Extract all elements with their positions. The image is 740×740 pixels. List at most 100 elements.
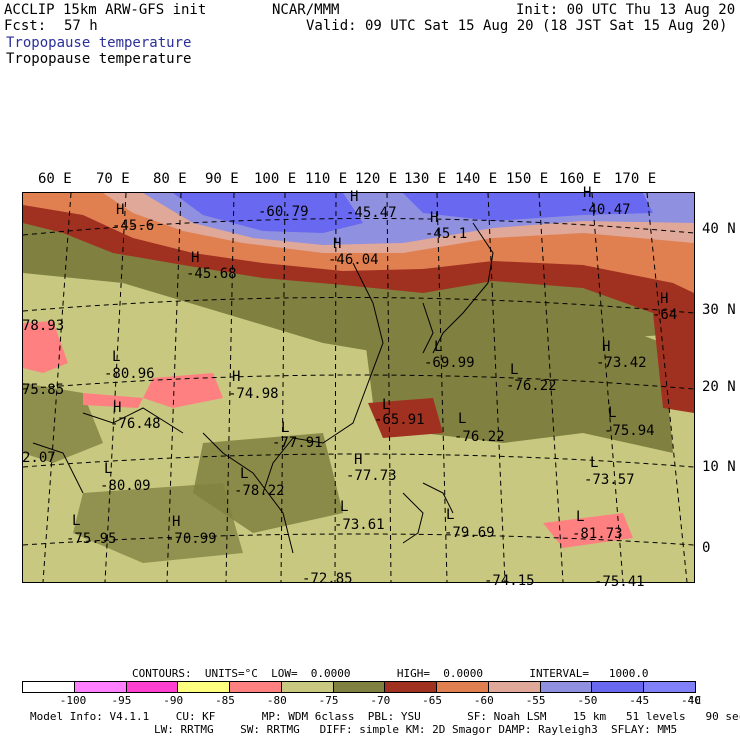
extremum-value: 75.85: [22, 382, 65, 398]
extremum-letter: L: [446, 507, 455, 523]
extremum-letter: L: [458, 411, 467, 427]
filled-field-name: Tropopause temperature: [6, 35, 192, 51]
map-canvas: [22, 192, 695, 583]
colorbar-swatch: [177, 681, 231, 693]
contour-info: CONTOURS: UNITS=°C LOW= 0.0000 HIGH= 0.0…: [132, 667, 649, 680]
lon-label: 110 E: [305, 171, 348, 187]
model-title: ACCLIP 15km ARW-GFS init: [4, 2, 207, 18]
extremum-value: -73.61: [334, 517, 385, 533]
tropopause-temperature-map: [22, 192, 695, 583]
lon-label: 170 E: [614, 171, 657, 187]
extremum-value: -77.91: [272, 435, 323, 451]
extremum-letter: H: [430, 210, 439, 226]
extremum-value: -69.99: [424, 355, 475, 371]
extremum-letter: H: [116, 202, 125, 218]
extremum-value: -74.98: [228, 386, 279, 402]
extremum-value: -72.85: [302, 571, 353, 587]
center-name: NCAR/MMM: [272, 2, 340, 18]
extremum-value: -75.94: [604, 423, 655, 439]
extremum-value: -65.91: [374, 412, 425, 428]
lon-label: 140 E: [455, 171, 498, 187]
extremum-letter: H: [602, 339, 611, 355]
extremum-letter: L: [382, 397, 391, 413]
lon-label: 90 E: [205, 171, 239, 187]
colorbar-swatch: [487, 681, 541, 693]
colorbar-swatch: [643, 681, 696, 693]
extremum-value: -78.22: [234, 483, 285, 499]
colorbar-swatch: [280, 681, 334, 693]
field-band: [23, 321, 68, 373]
extremum-letter: L: [281, 420, 290, 436]
extremum-value: -73.57: [584, 472, 635, 488]
extremum-value: -45.68: [186, 266, 237, 282]
extremum-letter: L: [72, 513, 81, 529]
lat-label: 20 N: [702, 379, 736, 395]
extremum-letter: L: [608, 405, 617, 421]
extremum-value: -45.6: [112, 218, 155, 234]
extremum-letter: L: [434, 339, 443, 355]
extremum-letter: H: [113, 400, 122, 416]
lon-label: 60 E: [38, 171, 72, 187]
colorbar-swatch: [384, 681, 438, 693]
extremum-value: -77.73: [346, 468, 397, 484]
init-time: Init: 00 UTC Thu 13 Aug 20: [516, 2, 736, 18]
extremum-value: -60.79: [258, 204, 309, 220]
colorbar-swatch: [73, 681, 127, 693]
extremum-value: -45.47: [346, 205, 397, 221]
extremum-letter: L: [510, 362, 519, 378]
extremum-value: -80.96: [104, 366, 155, 382]
lat-label: 0: [702, 540, 711, 556]
extremum-letter: H: [191, 250, 200, 266]
colorbar-swatch: [436, 681, 489, 693]
lat-label: 10 N: [702, 459, 736, 475]
extremum-value: -45.1: [425, 226, 468, 242]
extremum-value: -80.09: [100, 478, 151, 494]
colorbar-tick-label: -55: [525, 694, 546, 707]
colorbar-tick-label: -70: [370, 694, 391, 707]
colorbar-tick-label: -65: [422, 694, 443, 707]
field-band: [403, 193, 653, 221]
extremum-value: -70.99: [166, 531, 217, 547]
colorbar-tick-label: -60: [473, 694, 494, 707]
field-band: [368, 398, 443, 438]
extremum-value: -81.73: [572, 526, 623, 542]
field-band: [143, 373, 223, 408]
extremum-letter: H: [583, 185, 592, 201]
colorbar-tick-label: -40: [681, 694, 701, 707]
extremum-value: -75.95: [66, 531, 117, 547]
colorbar-tick-label: -100: [59, 694, 87, 707]
extremum-letter: H: [172, 514, 181, 530]
colorbar-tick-label: -85: [215, 694, 235, 707]
lon-label: 120 E: [355, 171, 398, 187]
colorbar-swatch: [229, 681, 282, 693]
extremum-value: -79.69: [444, 525, 495, 541]
model-info-line-1: Model Info: V4.1.1 CU: KF MP: WDM 6class…: [30, 710, 740, 723]
extremum-value: -75.41: [594, 574, 645, 590]
extremum-letter: H: [232, 369, 241, 385]
contour-field-name: Tropopause temperature: [6, 51, 192, 67]
extremum-value: -46.04: [328, 252, 379, 268]
forecast-label: Fcst:: [4, 18, 47, 34]
extremum-letter: L: [112, 349, 121, 365]
colorbar-swatch: [591, 681, 645, 693]
extremum-value: -76.22: [506, 378, 557, 394]
field-band: [543, 513, 633, 548]
extremum-letter: L: [240, 466, 249, 482]
extremum-value: -73.42: [596, 355, 647, 371]
extremum-letter: L: [340, 499, 349, 515]
colorbar-tick-label: -45: [629, 694, 650, 707]
colorbar-unit: °C: [688, 694, 702, 707]
extremum-letter: L: [590, 455, 599, 471]
field-band: [83, 393, 143, 408]
lon-label: 80 E: [153, 171, 187, 187]
extremum-letter: H: [333, 236, 342, 252]
colorbar-swatch: [332, 681, 386, 693]
extremum-letter: H: [354, 452, 363, 468]
field-band: [73, 483, 243, 563]
extremum-letter: L: [576, 509, 585, 525]
colorbar-tick-label: -95: [111, 694, 132, 707]
extremum-value: -76.22: [454, 429, 505, 445]
extremum-letter: L: [104, 461, 113, 477]
forecast-hours: 57 h: [64, 18, 98, 34]
extremum-value: 2.07: [22, 450, 56, 466]
